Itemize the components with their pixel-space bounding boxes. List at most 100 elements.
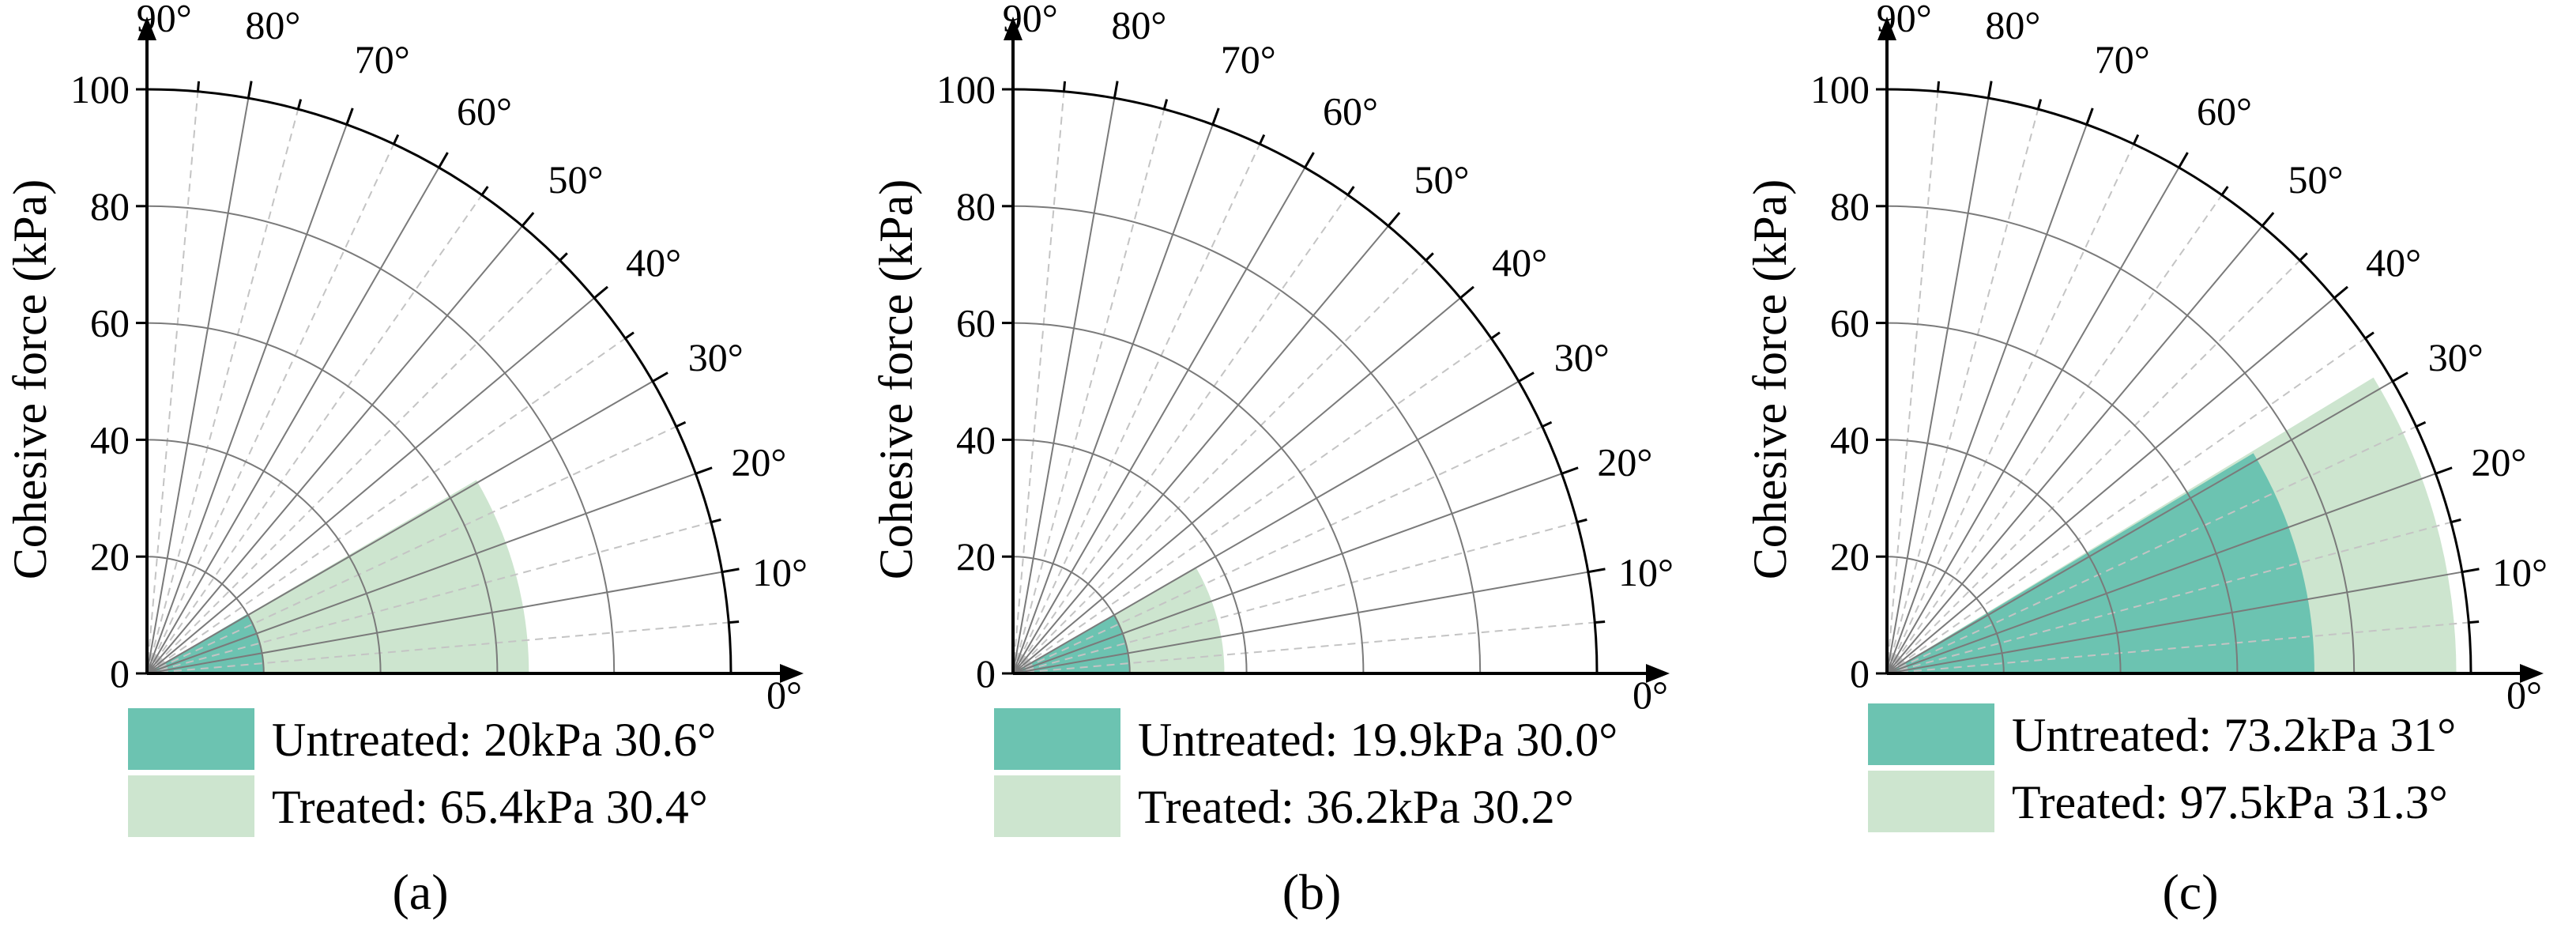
minor-radial-gridline <box>1012 521 1578 674</box>
major-radial-gridline <box>1012 98 1116 674</box>
angle-tick <box>2261 212 2275 227</box>
angle-tick-label: 60° <box>2197 89 2252 133</box>
minor-radial-gridline <box>1886 259 2301 674</box>
legend-label-treated: Treated: 97.5kPa 31.3° <box>2012 776 2448 828</box>
y-axis-arrow <box>1877 17 1896 40</box>
minor-radial-gridline <box>1886 194 2223 674</box>
y-tick-label: 20 <box>956 534 996 579</box>
polar-panel-2: 0 20 40 60 80 100 Cohesive force (kPa) 0° 10° 20°… <box>870 0 1674 920</box>
y-tick-label: 40 <box>956 417 996 462</box>
angle-tick <box>521 212 535 227</box>
major-radial-gridline <box>1886 571 2462 674</box>
legend-swatch-treated <box>994 775 1120 837</box>
angle-tick-label: 90° <box>137 0 192 40</box>
angle-tick <box>2450 518 2461 524</box>
angle-tick-label: 30° <box>1554 335 1610 379</box>
angle-tick <box>1425 252 1434 262</box>
legend-swatch-untreated <box>1868 703 1994 765</box>
y-tick-label: 100 <box>1810 67 1870 111</box>
major-radial-gridline <box>1012 473 1562 674</box>
major-radial-gridline <box>1886 297 2335 674</box>
minor-radial-gridline <box>1012 338 1492 674</box>
polar-panel-1: 0 20 40 60 80 100 Cohesive force (kPa) 0° 10° 20°… <box>4 0 808 920</box>
angle-tick <box>1211 107 1220 126</box>
x-axis-arrow <box>2520 664 2544 683</box>
y-axis-arrow <box>137 17 156 40</box>
angle-tick-label: 10° <box>1618 550 1674 594</box>
angle-tick-label: 30° <box>688 335 744 379</box>
major-radial-gridline <box>146 380 653 674</box>
angle-tick-label: 60° <box>457 89 512 133</box>
y-tick-label: 0 <box>1850 651 1870 696</box>
minor-radial-gridline <box>146 425 677 674</box>
major-radial-gridline <box>1012 167 1306 674</box>
panel-label: (a) <box>392 864 448 920</box>
angle-tick <box>2364 331 2375 340</box>
major-radial-gridline <box>146 571 722 674</box>
y-tick-label: 80 <box>1830 184 1870 228</box>
radial-arc-gridline <box>146 556 265 674</box>
legend-label-untreated: Untreated: 20kPa 30.6° <box>272 714 716 766</box>
angle-tick <box>392 134 400 145</box>
y-tick-label: 20 <box>1830 534 1870 579</box>
angle-tick <box>480 186 489 196</box>
minor-radial-gridline <box>1886 91 1939 674</box>
angle-tick <box>676 420 687 428</box>
x-axis-arrow <box>780 664 804 683</box>
minor-radial-gridline <box>146 194 483 674</box>
angle-tick <box>559 252 568 262</box>
angle-tick-label: 20° <box>2471 439 2526 484</box>
minor-radial-gridline <box>1886 143 2135 674</box>
minor-radial-gridline <box>146 521 712 674</box>
angle-tick <box>2416 420 2427 428</box>
y-tick-label: 20 <box>90 534 130 579</box>
minor-radial-gridline <box>1012 194 1349 674</box>
minor-radial-gridline <box>1886 338 2366 674</box>
angle-tick-label: 70° <box>1221 37 1276 81</box>
minor-radial-gridline <box>146 91 199 674</box>
legend-swatch-treated <box>1868 771 1994 832</box>
major-radial-gridline <box>1886 225 2263 674</box>
minor-radial-gridline <box>1886 621 2469 674</box>
radial-arc-gridline <box>1012 439 1248 674</box>
major-radial-gridline <box>1886 167 2180 674</box>
legend-swatch-untreated <box>994 708 1120 770</box>
minor-radial-gridline <box>1886 521 2452 674</box>
angle-tick <box>1587 568 1606 574</box>
angle-tick-label: 70° <box>2095 37 2150 81</box>
angle-tick <box>2469 620 2480 624</box>
y-axis-label: Cohesive force (kPa) <box>870 179 922 579</box>
y-axis-label: Cohesive force (kPa) <box>1744 179 1796 579</box>
angle-tick-label: 20° <box>1597 439 1652 484</box>
x-axis-arrow <box>1646 664 1670 683</box>
angle-tick-label: 40° <box>626 240 681 285</box>
angle-tick-label: 40° <box>1492 240 1547 285</box>
y-tick-label: 80 <box>90 184 130 228</box>
radial-arc-gridline <box>146 205 616 674</box>
panel-label: (c) <box>2162 864 2218 920</box>
angle-tick-label: 50° <box>2288 157 2344 202</box>
angle-tick <box>695 466 713 475</box>
radial-arc-gridline <box>1886 556 2005 674</box>
y-tick-label: 60 <box>956 301 996 345</box>
minor-radial-gridline <box>146 143 395 674</box>
major-radial-gridline <box>1012 124 1214 674</box>
angle-tick <box>1595 620 1606 624</box>
minor-radial-gridline <box>1012 259 1427 674</box>
angle-tick <box>1561 466 1579 475</box>
angle-tick <box>721 568 740 574</box>
major-radial-gridline <box>146 167 440 674</box>
angle-tick <box>1162 99 1169 110</box>
angle-tick <box>2461 568 2480 574</box>
angle-tick-label: 10° <box>752 550 808 594</box>
angle-tick <box>345 107 354 126</box>
angle-tick <box>2178 152 2189 168</box>
angle-tick <box>652 371 668 383</box>
angle-tick-label: 50° <box>1414 157 1470 202</box>
minor-radial-gridline <box>146 338 626 674</box>
major-radial-gridline <box>1012 571 1588 674</box>
angle-tick <box>1387 212 1401 227</box>
major-radial-gridline <box>1886 380 2393 674</box>
y-tick-label: 40 <box>1830 417 1870 462</box>
major-radial-gridline <box>146 225 523 674</box>
